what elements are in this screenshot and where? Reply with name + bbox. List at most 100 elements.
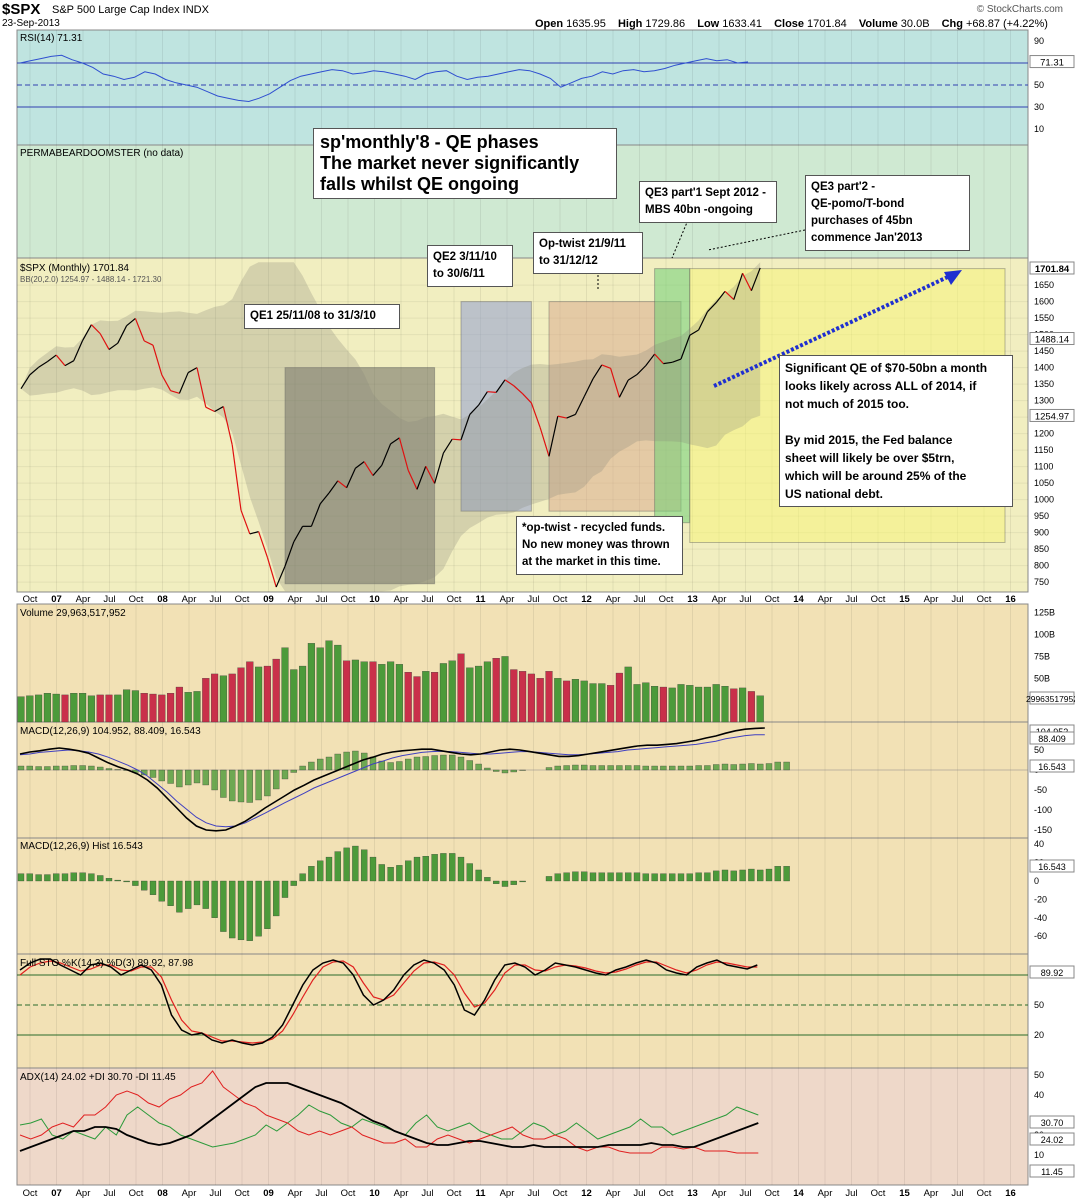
hist-tick: -60 (1034, 931, 1047, 941)
macd-hist-bar (405, 758, 412, 771)
price-segment (99, 333, 110, 350)
hist-bar (26, 873, 33, 882)
price-segment (636, 365, 647, 375)
volume-bar (79, 693, 87, 723)
hist-bar (141, 880, 148, 891)
price-segment (478, 391, 488, 406)
x-tick-top: Apr (606, 594, 621, 605)
macd-hist-bar (651, 765, 658, 771)
price-segment (742, 272, 752, 291)
volume-bar (17, 696, 25, 723)
qe2-annotation: QE2 3/11/10 to 30/6/11 (427, 245, 513, 287)
volume-bar (747, 691, 755, 723)
watermark: © StockCharts.com (976, 4, 1063, 15)
price-segment (689, 329, 699, 336)
macd-tag-box (1029, 759, 1075, 773)
adx-tag: 24.02 (1041, 1135, 1064, 1145)
price-tick: 800 (1034, 561, 1049, 571)
volume-bar (439, 663, 447, 723)
macd-hist-bar (281, 769, 289, 780)
x-tick-top: Oct (129, 594, 144, 605)
price-segment (82, 324, 92, 341)
sto-tick: 20 (1034, 1030, 1044, 1040)
hist-tag: 16.543 (1038, 862, 1066, 872)
x-tick-bottom: 11 (475, 1188, 486, 1199)
macd-hist-bar (713, 764, 720, 771)
volume-bar (26, 695, 34, 723)
volume-bar (571, 679, 579, 723)
volume-bar (431, 672, 439, 723)
optwist-annotation: Op-twist 21/9/11 to 31/12/12 (533, 232, 643, 274)
volume-bar (642, 682, 650, 723)
hist-bar (220, 880, 227, 932)
volume-bar (149, 693, 157, 723)
panel-sto (16, 953, 1029, 1069)
price-tag: 1254.97 (1035, 411, 1069, 422)
price-segment (663, 361, 673, 365)
price-segment (460, 414, 471, 441)
volume-bar (263, 665, 271, 723)
x-tick-top: Oct (765, 594, 780, 605)
x-tick-bottom: 07 (51, 1188, 62, 1199)
macd-hist-bar (545, 767, 553, 771)
price-tag-box (1029, 332, 1075, 346)
price-segment (346, 468, 356, 488)
price-tick: 1650 (1034, 280, 1054, 290)
x-tick-top: Jul (951, 594, 963, 605)
hist-bar (625, 872, 632, 882)
macd-hist-bar (352, 750, 359, 771)
ohlc-readout: Open 1635.95 High 1729.86 Low 1633.41 Close… (535, 18, 1057, 30)
macd-hist-bar (53, 765, 60, 771)
macd-hist-bar (466, 760, 473, 771)
price-segment (319, 492, 330, 505)
volume-tick: 100B (1034, 630, 1055, 640)
price-segment (706, 302, 717, 313)
hist-bar (246, 880, 253, 941)
price-tick: 1550 (1034, 313, 1054, 323)
hist-bar (53, 873, 60, 882)
volume-bar (527, 673, 535, 723)
hist-bar (158, 880, 165, 902)
panel-rsi (16, 29, 1029, 146)
price-segment (530, 402, 541, 428)
chg-value: +68.87 (+4.22%) (965, 18, 1048, 30)
close-value: 1701.84 (807, 18, 847, 30)
x-tick-top: Jul (315, 594, 327, 605)
hist-bar (431, 854, 438, 882)
hist-bar (61, 873, 69, 882)
macd-hist-bar (757, 763, 764, 771)
x-tick-bottom: Oct (659, 1188, 674, 1199)
volume-bar (246, 661, 254, 723)
hist-bar (211, 880, 218, 918)
macd-hist-bar (519, 769, 526, 771)
macd-signal-line (19, 734, 765, 828)
x-tick-bottom: Apr (818, 1188, 833, 1199)
sto-tag: 89.92 (1041, 968, 1064, 978)
price-segment (618, 379, 629, 398)
price-segment (539, 427, 550, 457)
hist-bar (35, 874, 42, 882)
volume-bar (536, 678, 544, 723)
panel-adx (16, 1067, 1029, 1186)
volume-tag: 29963517952 (1026, 694, 1075, 704)
macd-hist-bar (686, 765, 693, 771)
macd-hist-bar (739, 763, 746, 771)
hist-bar (193, 880, 201, 906)
hist-bar (616, 872, 623, 882)
price-segment (284, 541, 295, 567)
hist-bar (440, 853, 447, 882)
hist-bar (484, 877, 491, 882)
volume-bar (510, 669, 518, 723)
hist-bar (449, 853, 456, 882)
volume-bar (281, 647, 289, 723)
macd-hist-bar (26, 765, 33, 771)
x-tick-bottom: Jul (633, 1188, 645, 1199)
price-segment (240, 509, 251, 535)
volume-bar (351, 659, 359, 723)
macd-hist-bar (493, 769, 500, 772)
volume-bar (404, 672, 412, 723)
x-tick-top: 11 (475, 594, 486, 605)
macd-hist-bar (704, 765, 711, 771)
macd-hist-bar (290, 769, 297, 773)
